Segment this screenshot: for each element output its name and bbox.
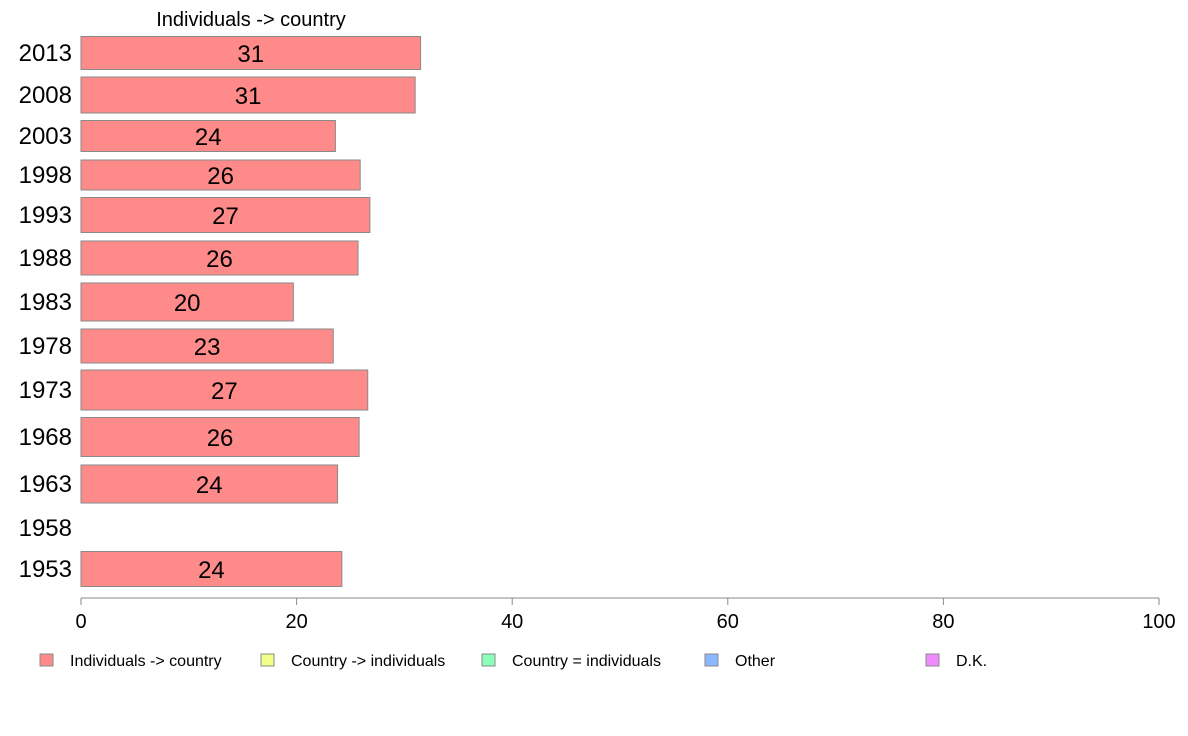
bar-1978	[80, 328, 334, 364]
year-label-1958: 1958	[19, 515, 72, 542]
bar-1988	[80, 240, 359, 276]
x-tick-label-100: 100	[1142, 611, 1175, 633]
legend-label-d-k: D.K.	[956, 653, 987, 670]
legend-label-country-individuals: Country -> individuals	[291, 653, 445, 670]
value-label-2003: 24	[195, 124, 222, 151]
legend-swatch-d-k	[925, 653, 940, 667]
legend-swatch-country-individuals	[260, 653, 275, 667]
bar-2013	[80, 36, 422, 70]
bar-1998	[80, 159, 361, 191]
legend-label-country-individuals: Country = individuals	[512, 653, 661, 670]
bar-1983	[80, 282, 294, 322]
x-tick-label-0: 0	[75, 611, 86, 633]
value-label-1978: 23	[194, 334, 221, 361]
year-label-2003: 2003	[19, 123, 72, 150]
legend-swatch-other	[704, 653, 719, 667]
bar-2008	[80, 76, 416, 114]
bar-2003	[80, 120, 336, 152]
legend: Individuals -> country Country -> individ…	[39, 653, 987, 670]
year-label-2008: 2008	[19, 82, 72, 109]
year-label-1993: 1993	[19, 202, 72, 229]
value-label-1993: 27	[212, 203, 239, 230]
value-label-1973: 27	[211, 378, 238, 405]
x-axis: 0 20 40 60 80 100	[75, 597, 1176, 633]
x-tick-label-40: 40	[501, 611, 523, 633]
year-label-2013: 2013	[19, 40, 72, 67]
value-label-1963: 24	[196, 472, 223, 499]
bar-1963	[80, 464, 339, 504]
year-label-1963: 1963	[19, 471, 72, 498]
value-label-1988: 26	[206, 246, 233, 273]
value-label-2008: 31	[235, 83, 262, 110]
legend-swatch-individuals-country	[39, 653, 54, 667]
year-label-1998: 1998	[19, 162, 72, 189]
legend-label-individuals-country: Individuals -> country	[70, 653, 222, 670]
value-label-1983: 20	[174, 290, 201, 317]
bars-group: 2013 31 2008 31 2003 24 1998 26 1993 27 1988 26 1983…	[19, 36, 422, 587]
year-label-1978: 1978	[19, 333, 72, 360]
value-label-2013: 31	[237, 41, 264, 68]
x-tick-label-60: 60	[717, 611, 739, 633]
value-label-1953: 24	[198, 557, 225, 584]
year-label-1953: 1953	[19, 556, 72, 583]
x-tick-label-80: 80	[932, 611, 954, 633]
year-label-1988: 1988	[19, 245, 72, 272]
value-label-1998: 26	[207, 163, 234, 190]
legend-swatch-country-individuals	[481, 653, 496, 667]
chart-title: Individuals -> country	[156, 9, 346, 31]
year-label-1973: 1973	[19, 377, 72, 404]
bar-1993	[80, 197, 371, 233]
year-label-1968: 1968	[19, 424, 72, 451]
value-label-1968: 26	[207, 425, 234, 452]
legend-label-other: Other	[735, 653, 776, 670]
bar-1953	[80, 551, 343, 587]
year-label-1983: 1983	[19, 289, 72, 316]
bar-1968	[80, 417, 360, 457]
x-tick-label-20: 20	[285, 611, 307, 633]
bar-1973	[80, 369, 369, 411]
